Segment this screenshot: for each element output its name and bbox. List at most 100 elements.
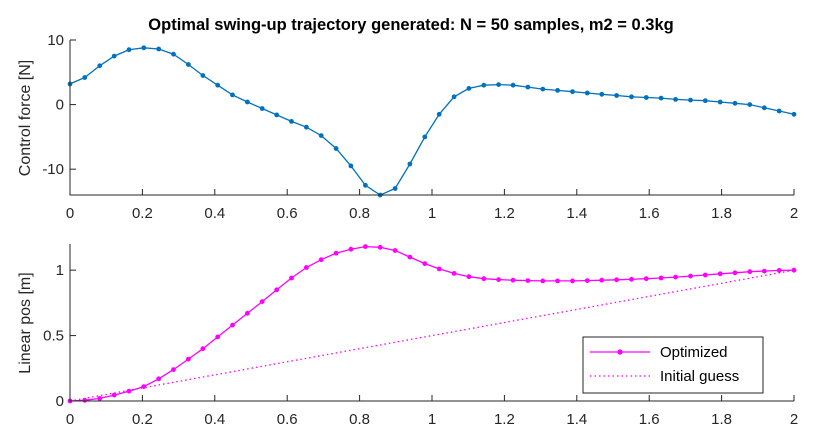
control-force-xtick-label: 1	[428, 205, 436, 222]
control-force-series-0-point	[481, 82, 487, 88]
linear-pos-series-0-point	[747, 269, 753, 275]
control-force-xtick-label: 2	[790, 205, 798, 222]
linear-pos-series-0-point	[791, 267, 797, 273]
linear-pos-xtick-label: 1.8	[711, 411, 732, 428]
linear-pos-series-0-point	[377, 244, 383, 250]
control-force-series-0-point	[230, 92, 235, 98]
control-force-series-0-point	[555, 88, 560, 93]
control-force-series-0-point	[584, 90, 590, 96]
linear-pos-series-0-point	[304, 265, 309, 270]
control-force-series-0-point	[274, 112, 280, 118]
linear-pos-series-0-point	[200, 346, 206, 352]
linear-pos-series-0-point	[97, 396, 103, 401]
linear-pos-xtick-label: 1.2	[494, 411, 515, 428]
control-force-ticks: 0 0.2 0.4 0.6 0.8 1 1.2 1.4 1.6 1.8 2 -10 0 10	[42, 32, 798, 222]
linear-pos-xtick-label: 1.4	[566, 411, 587, 428]
linear-pos-series-0-point	[584, 278, 590, 283]
control-force-axis-lines	[69, 40, 794, 196]
figure-title: Optimal swing-up trajectory generated: N…	[148, 16, 673, 34]
linear-pos-series-0-point	[230, 322, 235, 328]
legend-optimized-marker	[617, 349, 623, 355]
linear-pos-series-0-point	[215, 334, 221, 340]
control-force-series-0-point	[259, 106, 265, 111]
legend-box	[582, 336, 764, 394]
linear-pos-series-0-point	[525, 278, 531, 283]
control-force-series-0-point	[111, 53, 117, 59]
control-force-series-0-point	[688, 97, 693, 103]
control-force-series-0-point	[540, 86, 546, 92]
control-force-series-0-point	[761, 105, 767, 111]
control-force-series-0-point	[422, 134, 428, 140]
linear-pos-series-0-line	[69, 245, 795, 402]
linear-pos-series-0-point	[555, 278, 560, 284]
linear-pos-xtick-label: 2	[790, 411, 798, 428]
control-force-series-0-point	[747, 102, 753, 107]
linear-pos-series-0-point	[111, 392, 117, 398]
control-force-series-0-point	[702, 98, 708, 104]
linear-pos-series-0-point	[363, 244, 368, 250]
linear-pos-series-0-point	[289, 275, 294, 281]
control-force-series-0-point	[126, 47, 132, 53]
linear-pos-series-0-point	[658, 275, 664, 281]
linear-pos-series-0-point	[702, 272, 708, 278]
control-force-series-0-point	[658, 95, 664, 101]
control-force-series-0-point	[629, 94, 634, 100]
control-force-series-0-point	[156, 46, 162, 52]
linear-pos-series-0-point	[570, 278, 575, 284]
linear-pos-series	[67, 244, 797, 404]
control-force-series-0-point	[245, 99, 250, 105]
control-force-series-0-point	[304, 124, 309, 130]
linear-pos-series-0-point	[274, 287, 280, 293]
control-force-series-0-point	[466, 86, 472, 91]
linear-pos-series-0-point	[141, 384, 147, 389]
linear-pos-series-0-point	[348, 246, 354, 252]
control-force-xtick-label: 0.6	[277, 205, 298, 222]
control-force-series-0-point	[614, 93, 619, 98]
linear-pos-xtick-label: 1.6	[639, 411, 660, 428]
control-force-series-0-point	[318, 133, 324, 139]
control-force-series-0-point	[289, 119, 294, 124]
linear-pos-series-0-point	[614, 277, 619, 283]
control-force-series-0-point	[673, 97, 678, 102]
linear-pos-series-0-point	[318, 257, 324, 263]
linear-pos-ytick-label: 0.5	[43, 328, 64, 345]
linear-pos-xtick-label: 0	[66, 411, 74, 428]
control-force-series-0-point	[97, 63, 103, 69]
legend-initial-guess-label: Initial guess	[660, 368, 739, 385]
linear-pos-series-0-point	[407, 254, 413, 260]
control-force-series-0-point	[348, 163, 354, 169]
linear-pos-series-0-point	[732, 270, 738, 276]
linear-pos-axes: Linear pos [m] 0 0.2 0.4 0.6 0.8 1 1.2 1.4 1.6 1.…	[17, 244, 798, 428]
linear-pos-ylabel: Linear pos [m]	[17, 272, 34, 373]
control-force-series-0-point	[407, 161, 413, 167]
linear-pos-xtick-label: 0.2	[132, 411, 153, 428]
control-force-series-0-point	[776, 108, 782, 114]
control-force-xtick-label: 0.2	[132, 205, 153, 222]
linear-pos-series-0-point	[392, 248, 398, 253]
linear-pos-series-0-point	[496, 277, 501, 282]
control-force-series-0-point	[496, 82, 501, 87]
control-force-series-0-point	[732, 100, 738, 106]
linear-pos-axis-lines	[69, 244, 794, 402]
linear-pos-series-0-point	[156, 376, 162, 382]
control-force-series-0-point	[436, 111, 442, 117]
control-force-series-0-point	[570, 89, 575, 95]
linear-pos-series-0-point	[717, 271, 723, 277]
linear-pos-series-0-point	[776, 268, 782, 273]
linear-pos-series-0-point	[510, 277, 516, 283]
control-force-series-0-point	[82, 75, 88, 80]
control-force-series-0-point	[141, 45, 147, 51]
legend: Optimized Initial guess	[582, 336, 764, 394]
control-force-xtick-label: 1.8	[711, 205, 732, 222]
control-force-series-0-point	[510, 82, 516, 88]
linear-pos-series-0-point	[126, 388, 132, 394]
control-force-series-0-point	[643, 95, 649, 100]
control-force-xtick-label: 1.4	[566, 205, 587, 222]
linear-pos-ytick-label: 1	[56, 262, 64, 279]
linear-pos-series-1-line	[69, 269, 795, 402]
linear-pos-series-0-point	[688, 273, 693, 279]
linear-pos-series-0-point	[422, 261, 428, 266]
linear-pos-ticks: 0 0.2 0.4 0.6 0.8 1 1.2 1.4 1.6 1.8 2 0 0.5 1	[43, 262, 798, 428]
linear-pos-series-0-point	[761, 268, 767, 274]
